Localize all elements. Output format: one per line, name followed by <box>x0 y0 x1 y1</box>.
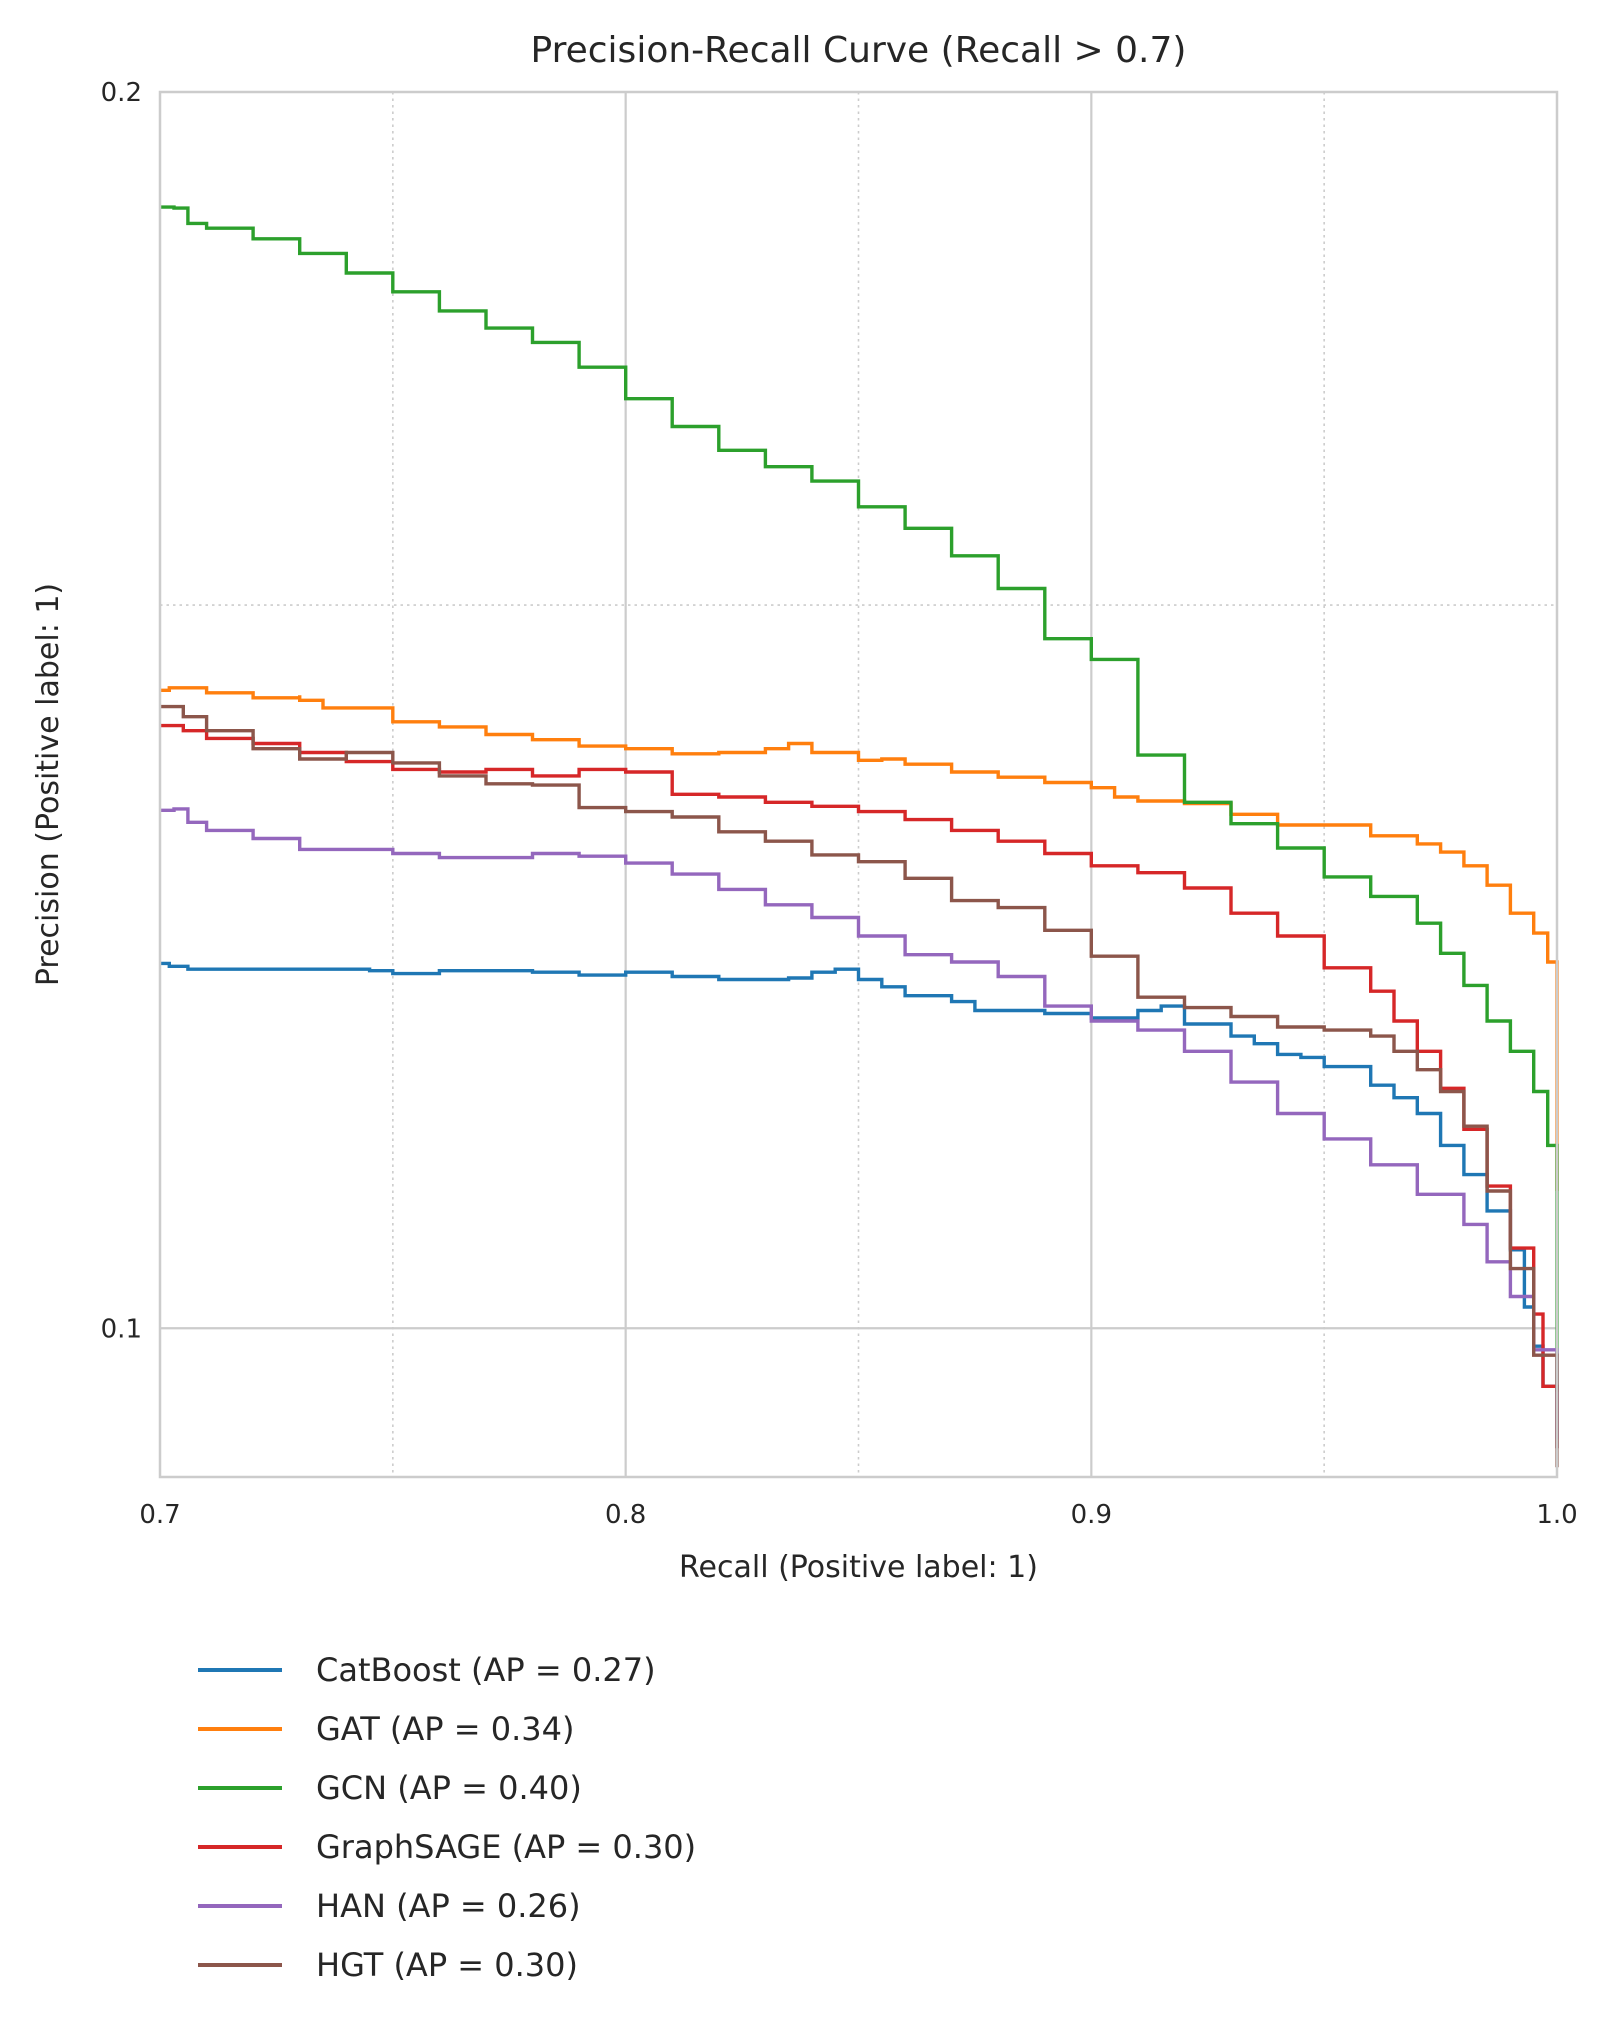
plot-frame <box>158 90 1559 1479</box>
legend-label-4: HAN (AP = 0.26) <box>316 1887 581 1925</box>
tick-labels: 0.7 0.8 0.9 1.0 0.1 0.2 <box>101 78 1578 1530</box>
y-axis-label: Precision (Positive label: 1) <box>31 583 66 986</box>
series-line-1 <box>160 686 1559 1191</box>
legend-label-0: CatBoost (AP = 0.27) <box>316 1651 656 1689</box>
y-tick-label: 0.2 <box>101 78 142 108</box>
x-tick-label: 0.8 <box>605 1500 646 1530</box>
legend: CatBoost (AP = 0.27) GAT (AP = 0.34) GCN (… <box>198 1651 696 1984</box>
legend-label-2: GCN (AP = 0.40) <box>316 1769 582 1807</box>
chart-title: Precision-Recall Curve (Recall > 0.7) <box>531 30 1187 71</box>
legend-label-1: GAT (AP = 0.34) <box>316 1710 574 1748</box>
legend-label-3: GraphSAGE (AP = 0.30) <box>316 1828 696 1866</box>
legend-label-5: HGT (AP = 0.30) <box>316 1946 578 1984</box>
series-line-0 <box>160 961 1559 1449</box>
series-line-4 <box>160 807 1559 1439</box>
x-tick-label: 0.7 <box>139 1500 180 1530</box>
x-tick-label: 0.9 <box>1071 1500 1112 1530</box>
x-tick-label: 1.0 <box>1536 1500 1577 1530</box>
series-line-5 <box>160 704 1559 1468</box>
curves <box>160 205 1559 1468</box>
x-axis-label: Recall (Positive label: 1) <box>679 1550 1038 1585</box>
series-line-2 <box>160 205 1559 1392</box>
y-tick-label: 0.1 <box>101 1314 142 1344</box>
